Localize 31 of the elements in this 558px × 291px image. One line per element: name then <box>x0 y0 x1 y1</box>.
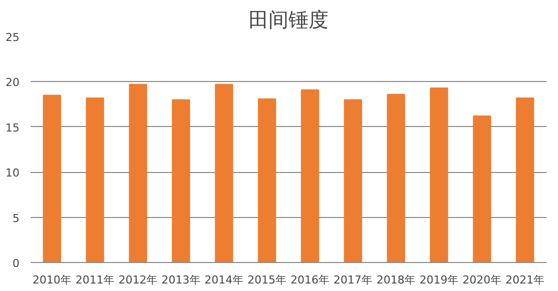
bar <box>300 89 320 262</box>
x-tick-label: 2013年 <box>162 274 201 286</box>
x-tick-label: 2016年 <box>290 274 330 286</box>
y-tick-label: 5 <box>12 212 20 225</box>
x-tick-label: 2014年 <box>204 274 244 286</box>
y-tick-label: 25 <box>6 31 20 44</box>
x-tick-label: 2019年 <box>420 274 459 286</box>
x-tick-label: 2010年 <box>32 274 72 286</box>
chart-title: 田间锤度 <box>248 8 328 32</box>
bar <box>430 88 448 262</box>
bar <box>386 94 406 262</box>
y-tick-label: 20 <box>6 76 20 90</box>
x-tick-label: 2012年 <box>118 274 158 286</box>
bar <box>86 97 104 262</box>
bar <box>258 98 276 262</box>
bar <box>172 99 190 262</box>
x-tick-label: 2017年 <box>334 274 373 286</box>
bar <box>128 84 148 262</box>
x-tick-label: 2021年 <box>506 274 545 286</box>
x-tick-label: 2015年 <box>248 274 287 286</box>
bar <box>42 94 62 262</box>
bar <box>472 116 492 262</box>
y-tick-label: 15 <box>6 121 20 134</box>
bar <box>516 97 534 262</box>
x-tick-label: 2018年 <box>376 274 416 286</box>
x-tick-label: 2020年 <box>462 274 502 286</box>
y-tick-label: 10 <box>6 166 20 180</box>
y-tick-label: 0 <box>12 257 20 270</box>
x-tick-label: 2011年 <box>76 274 115 286</box>
bar <box>214 84 234 262</box>
bar <box>344 99 362 262</box>
